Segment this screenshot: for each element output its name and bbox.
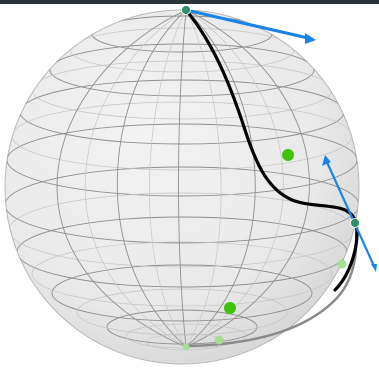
state-point-faded[interactable]: [337, 259, 347, 269]
latitude-line: [106, 309, 258, 345]
longitude-line: [116, 10, 187, 348]
state-point-faded[interactable]: [214, 335, 224, 345]
longitude-line: [56, 10, 187, 348]
state-points: [182, 149, 347, 351]
trajectory-hidden-segment: [185, 231, 358, 348]
point-circle-icon[interactable]: [181, 5, 191, 15]
state-point-faded[interactable]: [182, 343, 190, 351]
vector-arrow-top[interactable]: [185, 8, 309, 40]
longitude-minor-line: [185, 10, 284, 348]
vector-arrow-right[interactable]: [324, 159, 376, 267]
arrow-head-icon: [371, 264, 377, 272]
latitude-line: [51, 264, 313, 322]
latitude-minor-line: [76, 288, 288, 336]
state-point[interactable]: [282, 149, 294, 161]
point-circle-icon[interactable]: [350, 218, 360, 228]
window-top-bar: [0, 0, 379, 4]
vector-arrows: [185, 8, 377, 272]
latitude-line: [49, 43, 315, 97]
longitude-minor-line: [84, 10, 187, 348]
longitude-minor-line: [149, 10, 187, 348]
longitude-line: [178, 10, 187, 348]
equator-line: [5, 166, 359, 244]
state-point[interactable]: [224, 302, 236, 314]
longitude-line: [185, 10, 310, 348]
trajectory-path: [184, 8, 359, 292]
longitude-grid: [56, 10, 310, 348]
arrow-head-icon: [322, 155, 331, 166]
latitude-minor-line: [31, 241, 333, 307]
latitude-minor-line: [69, 27, 295, 73]
longitude-line: [185, 10, 256, 348]
longitude-minor-line: [185, 10, 222, 348]
arrow-head-icon: [305, 33, 316, 44]
